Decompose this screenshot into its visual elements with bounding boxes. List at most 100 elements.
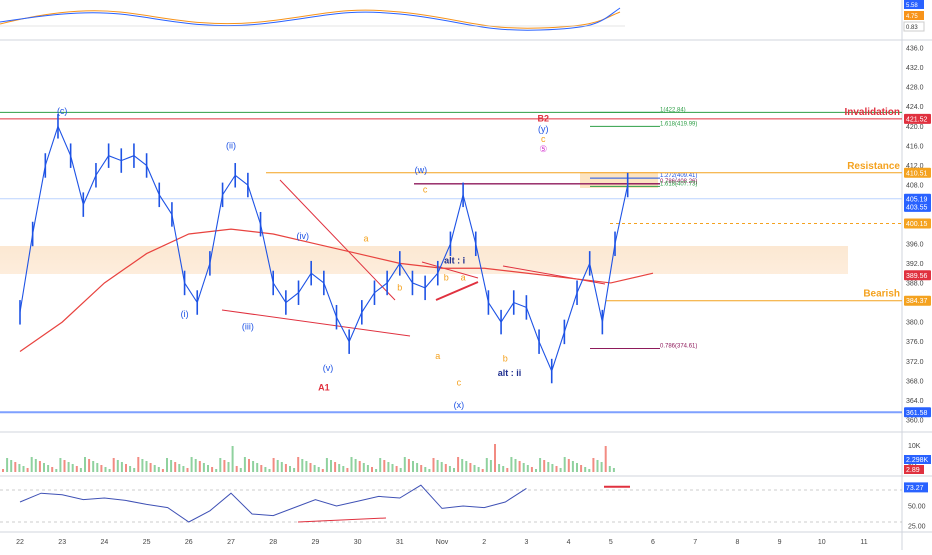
volume-bar xyxy=(59,458,62,472)
x-tick-label: Nov xyxy=(436,539,449,546)
volume-bar xyxy=(571,461,574,472)
x-tick-label: 7 xyxy=(693,539,697,546)
wave-label: c xyxy=(423,184,428,194)
price-axis[interactable]: 360.0364.0368.0372.0376.0380.0384.0388.0… xyxy=(906,46,924,425)
x-tick-label: 30 xyxy=(354,539,362,546)
volume-bar xyxy=(170,460,173,472)
trend-line-upper xyxy=(279,179,396,301)
triangle-top xyxy=(421,261,479,279)
volume-tag xyxy=(904,465,924,474)
zone-label: Bearish xyxy=(863,289,900,300)
price-tag xyxy=(904,113,931,124)
volume-bar xyxy=(563,457,566,472)
volume-bar xyxy=(412,461,414,472)
volume-bar xyxy=(526,465,529,472)
wave-label: (x) xyxy=(454,400,465,410)
volume-bar xyxy=(145,461,148,472)
x-tick-label: 3 xyxy=(524,539,528,546)
volume-bar xyxy=(239,468,242,472)
volume-bar xyxy=(506,468,509,472)
volume-bar xyxy=(510,457,513,472)
volume-bar xyxy=(268,469,271,472)
rsi-tag-label: 73.27 xyxy=(906,485,924,492)
volume-bar xyxy=(75,466,78,472)
wave-label: c xyxy=(541,134,546,144)
y-tick-label: 428.0 xyxy=(906,85,924,92)
x-tick-label: 31 xyxy=(396,539,404,546)
x-tick-label: 26 xyxy=(185,539,193,546)
x-tick-label: 11 xyxy=(860,539,867,546)
volume-bar xyxy=(231,446,234,472)
price-tag xyxy=(904,295,931,306)
volume-bar xyxy=(51,467,54,472)
price-tag-label: 403.55 xyxy=(906,204,928,211)
wave-label: (y) xyxy=(538,124,549,134)
volume-bar xyxy=(424,467,427,472)
volume-bar xyxy=(612,468,615,472)
wave-label: alt : ii xyxy=(498,368,522,378)
volume-bar xyxy=(543,460,546,472)
volume-bar xyxy=(108,469,111,472)
rsi-line xyxy=(19,484,527,523)
volume-bar xyxy=(514,459,517,472)
macd-tag-label: 0.83 xyxy=(906,25,918,31)
volume-bar xyxy=(596,460,599,472)
volume-bar xyxy=(416,463,419,472)
y-tick-label: 408.0 xyxy=(906,183,924,190)
volume-bar xyxy=(399,468,402,472)
volume-bar xyxy=(202,463,205,472)
x-tick-label: 24 xyxy=(101,539,109,546)
volume-bar xyxy=(477,467,480,472)
x-tick-label: 9 xyxy=(778,539,782,546)
y-tick-label: 420.0 xyxy=(906,124,924,131)
volume-tag-label: 2.298K xyxy=(906,457,929,464)
volume-bar xyxy=(547,462,550,472)
x-tick-label: 28 xyxy=(269,539,277,546)
volume-bar xyxy=(383,460,386,472)
zone-lines: Invalidation Resistance Bearish xyxy=(0,107,902,302)
volume-bar xyxy=(198,461,201,472)
volume-bar xyxy=(260,465,263,472)
rsi-tick: 50.00 xyxy=(908,504,926,511)
volume-bar xyxy=(391,464,394,472)
ma-line xyxy=(19,228,654,352)
price-tag-label: 410.51 xyxy=(906,170,928,177)
volume-bar xyxy=(112,458,115,472)
wave-label: c xyxy=(457,378,462,388)
wave-label: a xyxy=(435,351,440,361)
zone-label: Invalidation xyxy=(844,107,900,118)
y-tick-label: 368.0 xyxy=(906,378,924,385)
volume-bar xyxy=(428,469,431,472)
volume-bar xyxy=(22,466,25,472)
volume-bar xyxy=(580,465,583,472)
x-tick-label: 6 xyxy=(651,539,655,546)
volume-bar xyxy=(141,459,144,472)
volume-tick: 10K xyxy=(908,443,921,450)
volume-bar xyxy=(215,469,218,472)
time-axis[interactable]: 22 23 24 25 26 27 28 29 30 31 Nov 2 3 4 5 6 7 8 9 10 11 xyxy=(16,539,868,546)
price-tag-label: 405.19 xyxy=(906,196,928,203)
volume-bar xyxy=(149,463,152,472)
fib-level-label: 1.272(409.41) xyxy=(660,173,697,179)
volume-bar xyxy=(325,458,328,472)
volume-bar xyxy=(96,463,99,472)
volume-bar xyxy=(157,467,160,472)
x-tick-label: 25 xyxy=(143,539,151,546)
volume-bar xyxy=(395,466,398,472)
price-tag xyxy=(904,218,931,229)
volume-bar xyxy=(305,461,308,472)
volume-bar xyxy=(116,460,119,472)
volume-bar xyxy=(469,463,472,472)
volume-bar xyxy=(153,465,156,472)
volume-bar xyxy=(584,467,587,472)
wave-label: b xyxy=(503,353,508,363)
volume-bar xyxy=(293,468,296,472)
volume-bar xyxy=(264,467,267,472)
volume-bar xyxy=(280,462,283,472)
fib-level-label: 0.786(408.26) xyxy=(660,179,697,185)
volume-bar xyxy=(194,459,197,472)
volume-bar xyxy=(592,458,595,472)
x-tick-label: 4 xyxy=(567,539,571,546)
volume-bar xyxy=(375,469,378,472)
volume-bar xyxy=(362,463,365,472)
